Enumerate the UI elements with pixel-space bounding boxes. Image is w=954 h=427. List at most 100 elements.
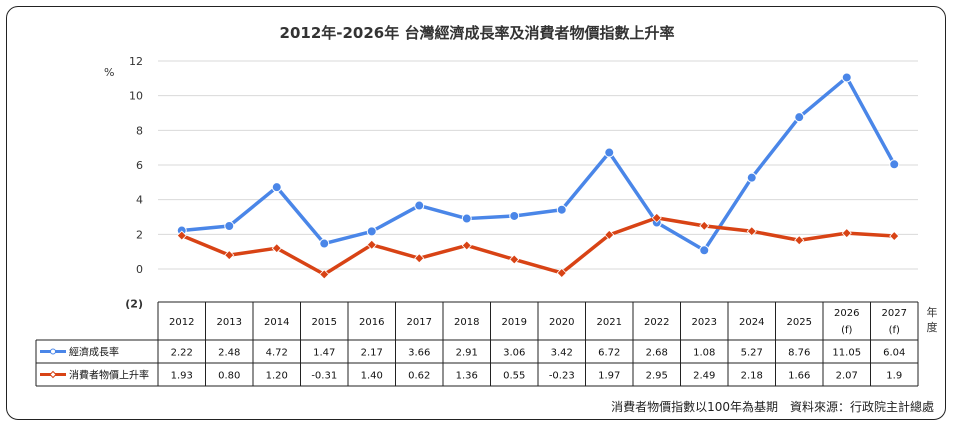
data-point [271, 182, 282, 193]
data-point [461, 213, 472, 224]
x-tick-note: (f) [889, 325, 900, 336]
data-label: -0.31 [311, 371, 337, 382]
data-point [414, 200, 425, 211]
data-label: 3.42 [551, 348, 573, 359]
y-tick-label: 12 [129, 55, 143, 68]
data-label: -0.23 [549, 371, 575, 382]
data-label: 1.93 [171, 371, 193, 382]
data-point [746, 226, 757, 237]
data-point [794, 112, 805, 123]
data-point [176, 230, 187, 241]
data-label: 5.27 [741, 348, 763, 359]
data-point [699, 220, 710, 231]
data-point [556, 204, 567, 215]
data-point [841, 72, 852, 83]
legend-label: 消費者物價上升率 [69, 369, 149, 382]
data-point [651, 212, 662, 223]
data-label: 1.40 [361, 371, 383, 382]
x-tick-label: 2012 [169, 317, 194, 328]
data-label: 2.18 [741, 371, 763, 382]
x-tick-label: 2019 [502, 317, 527, 328]
y-axis-label: % [104, 66, 114, 79]
data-label: 1.36 [456, 371, 478, 382]
x-tick-label: 2026 [834, 308, 859, 319]
data-point [461, 240, 472, 251]
data-label: 0.62 [408, 371, 430, 382]
legend-key-marker [49, 370, 57, 379]
legend-label: 經濟成長率 [69, 346, 119, 359]
data-label: 1.47 [313, 348, 335, 359]
x-tick-label: 2016 [359, 317, 384, 328]
data-point [319, 238, 330, 249]
data-point [319, 269, 330, 280]
chart-title: 2012年-2026年 台灣經濟成長率及消費者物價指數上升率 [279, 24, 675, 42]
data-label: 6.04 [883, 348, 905, 359]
data-point [889, 159, 900, 170]
data-point [509, 254, 520, 265]
legend-key-marker [50, 348, 56, 355]
y-tick-label: 8 [136, 124, 143, 137]
data-point [699, 245, 710, 256]
x-axis-label: 年 [927, 305, 938, 319]
x-axis-label: 度 [927, 320, 938, 334]
x-tick-label: 2014 [264, 317, 289, 328]
chart-frame [6, 6, 946, 420]
data-label: 2.68 [646, 348, 668, 359]
data-point [604, 147, 615, 158]
data-label: 2.49 [693, 371, 715, 382]
data-label: 2.17 [361, 348, 383, 359]
data-label: 3.06 [503, 348, 525, 359]
data-point [271, 243, 282, 254]
data-point [794, 235, 805, 246]
y-tick-label: 0 [136, 263, 143, 276]
x-tick-label: 2013 [217, 317, 242, 328]
x-tick-label: 2027 [882, 308, 907, 319]
x-tick-label: 2023 [692, 317, 717, 328]
x-tick-label: 2018 [454, 317, 479, 328]
x-tick-label: 2017 [407, 317, 432, 328]
data-point [556, 267, 567, 279]
source-note: 消費者物價指數以100年為基期 資料來源：行政院主計總處 [611, 400, 934, 414]
data-label: 2.22 [171, 348, 193, 359]
data-label: 3.66 [408, 348, 430, 359]
data-label: 8.76 [788, 348, 810, 359]
data-label: 1.66 [788, 371, 810, 382]
y-tick-label: 6 [136, 159, 143, 172]
data-label: 1.20 [266, 371, 288, 382]
data-point [366, 226, 377, 237]
x-tick-label: 2021 [597, 317, 622, 328]
data-label: 2.07 [836, 371, 858, 382]
data-point [414, 253, 425, 264]
x-tick-label: 2022 [644, 317, 669, 328]
data-label: 1.97 [598, 371, 620, 382]
data-point [889, 231, 900, 242]
x-tick-label: 2020 [549, 317, 574, 328]
data-point [509, 210, 520, 221]
series-line-2 [181, 216, 895, 277]
data-point [746, 172, 757, 183]
y-tick-label: 4 [136, 194, 143, 207]
y-tick-label: 10 [129, 90, 143, 103]
y-tick-label: (2) [125, 298, 143, 311]
data-label: 2.95 [646, 371, 668, 382]
data-label: 4.72 [266, 348, 288, 359]
data-label: 1.9 [886, 371, 902, 382]
data-point [841, 228, 852, 239]
data-point [224, 250, 235, 261]
data-point [224, 221, 235, 232]
data-label: 0.80 [218, 371, 240, 382]
x-tick-label: 2024 [739, 317, 764, 328]
series-line-1 [181, 75, 896, 253]
x-tick-label: 2025 [787, 317, 812, 328]
y-tick-label: 2 [136, 228, 143, 241]
data-label: 2.48 [218, 348, 240, 359]
data-label: 11.05 [832, 348, 861, 359]
data-label: 0.55 [503, 371, 525, 382]
data-point [366, 239, 377, 250]
data-label: 6.72 [598, 348, 620, 359]
x-tick-note: (f) [841, 325, 852, 336]
data-label: 1.08 [693, 348, 715, 359]
data-label: 2.91 [456, 348, 478, 359]
data-point [604, 229, 615, 240]
